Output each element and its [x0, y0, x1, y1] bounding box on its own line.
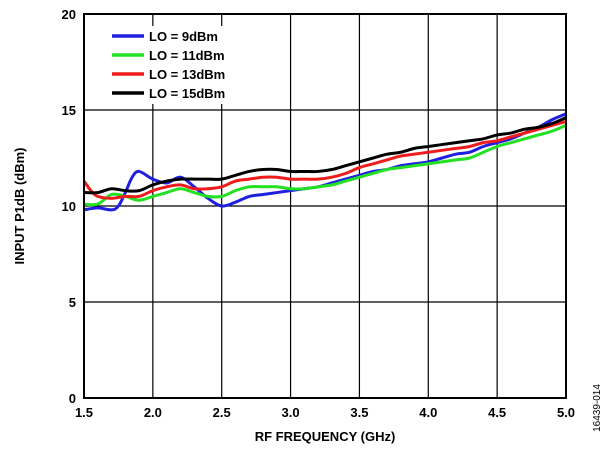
x-tick-label: 2.5 [213, 405, 231, 420]
series-line-3 [84, 120, 566, 200]
x-tick-label: 3.5 [350, 405, 368, 420]
x-tick-labels: 1.5 2.0 2.5 3.0 3.5 4.0 4.5 5.0 [75, 405, 575, 420]
series-line-2 [84, 123, 566, 207]
x-tick-label: 2.0 [144, 405, 162, 420]
legend-label: LO = 15dBm [149, 86, 225, 101]
y-axis-title: INPUT P1dB (dBm) [12, 148, 27, 265]
x-tick-label: 4.5 [488, 405, 506, 420]
legend-label: LO = 13dBm [149, 67, 225, 82]
x-tick-label: 4.0 [419, 405, 437, 420]
y-tick-label: 0 [69, 391, 76, 406]
legend-background [108, 26, 250, 104]
y-tick-label: 15 [62, 103, 76, 118]
x-tick-label: 5.0 [557, 405, 575, 420]
series-lines [84, 112, 566, 212]
y-tick-label: 5 [69, 295, 76, 310]
x-axis-title: RF FREQUENCY (GHz) [255, 429, 396, 444]
y-tick-labels: 0 5 10 15 20 [62, 7, 76, 406]
series-line-4 [84, 116, 566, 195]
y-tick-label: 10 [62, 199, 76, 214]
legend-label: LO = 11dBm [149, 48, 225, 63]
y-tick-label: 20 [62, 7, 76, 22]
x-tick-label: 1.5 [75, 405, 93, 420]
legend-label: LO = 9dBm [149, 29, 218, 44]
figure-id: 16439-014 [592, 384, 603, 432]
x-tick-label: 3.0 [282, 405, 300, 420]
legend: LO = 9dBm LO = 11dBm LO = 13dBm LO = 15dBm [108, 26, 250, 104]
plot-frame [83, 13, 567, 399]
